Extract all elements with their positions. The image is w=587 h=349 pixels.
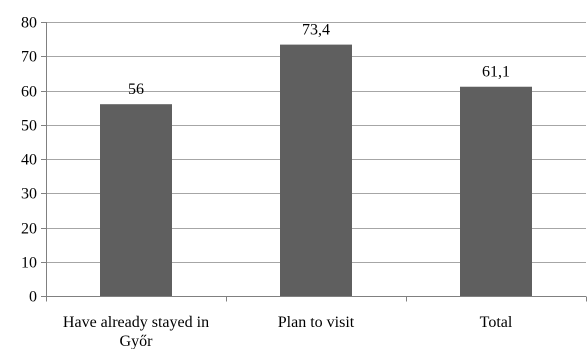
bar <box>280 44 352 297</box>
y-tick-label: 20 <box>21 221 37 238</box>
data-label: 73,4 <box>302 22 330 39</box>
y-tick-label: 30 <box>21 186 37 203</box>
y-tick-label: 10 <box>21 255 37 272</box>
y-tick-label: 70 <box>21 49 37 66</box>
bar <box>460 86 532 296</box>
y-tick-label: 60 <box>21 84 37 101</box>
category-label: Have already stayed in Győr <box>63 314 209 349</box>
bars <box>100 44 532 297</box>
category-label: Plan to visit <box>278 314 355 331</box>
y-tick-label: 0 <box>29 289 37 306</box>
labels: 0 10 20 30 40 50 60 70 80 56 Have already stayed i… <box>21 15 513 349</box>
bar <box>100 104 172 296</box>
y-tick-label: 40 <box>21 152 37 169</box>
data-label: 56 <box>128 81 144 98</box>
y-tick-label: 80 <box>21 15 37 32</box>
category-label: Total <box>480 314 513 331</box>
data-label: 61,1 <box>482 64 510 81</box>
y-tick-label: 50 <box>21 118 37 135</box>
